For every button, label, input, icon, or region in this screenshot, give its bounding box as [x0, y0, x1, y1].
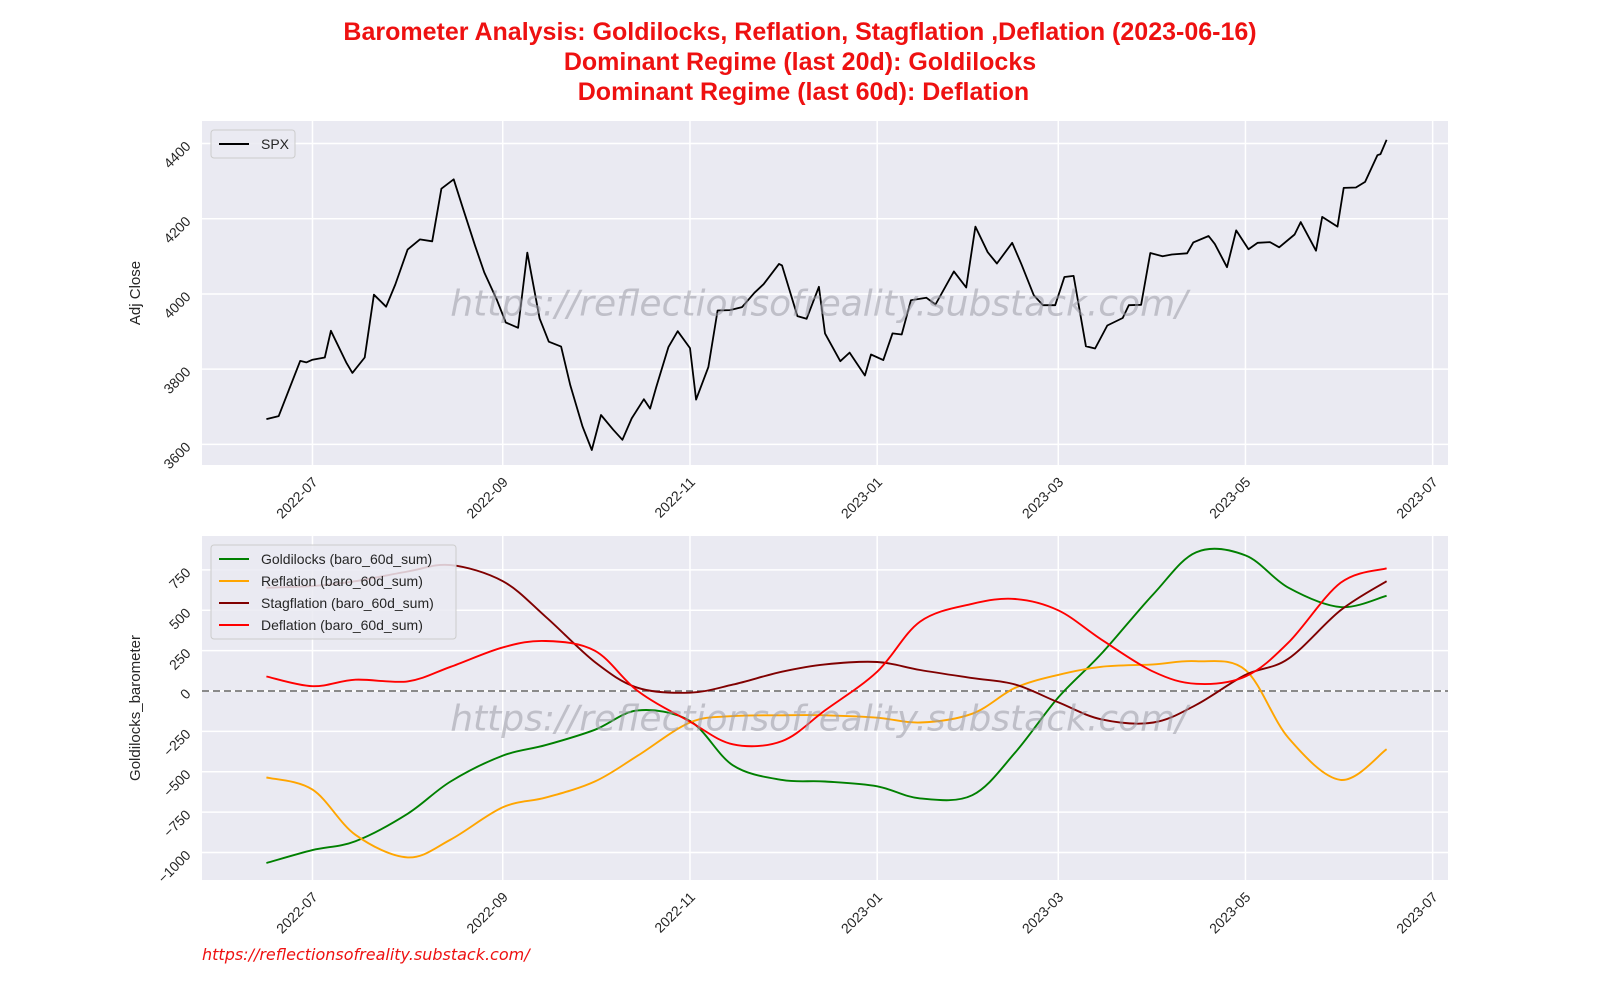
spx-price-panel: 3600 3800 4000 4200 4400 2022-07 2022-09 2022-1… — [127, 121, 1448, 521]
barometer-panel: −1000 −750 −500 −250 0 250 500 750 2022-07 2022-0… — [127, 536, 1448, 936]
x-tick-label: 2023-05 — [1206, 889, 1254, 937]
x-tick-label: 2022-09 — [463, 474, 511, 522]
x-tick-label: 2023-05 — [1206, 474, 1254, 522]
legend-entry: Stagflation (baro_60d_sum) — [261, 595, 434, 611]
legend-box — [210, 129, 296, 159]
y-axis-label: Adj Close — [127, 261, 144, 325]
watermark-text: https://reflectionsofreality.substack.co… — [450, 698, 1191, 739]
watermark-text: https://reflectionsofreality.substack.co… — [450, 283, 1191, 324]
goldilocks-series-line — [266, 547, 1387, 864]
title-line-1: Barometer Analysis: Goldilocks, Reflatio… — [343, 18, 1256, 46]
legend-box — [210, 544, 457, 640]
plot-background — [202, 121, 1448, 465]
x-tick-label: 2023-03 — [1019, 474, 1067, 522]
y-tick-label: −1000 — [155, 847, 194, 886]
y-tick-label: 500 — [166, 604, 194, 632]
reflation-series-line — [266, 660, 1388, 859]
x-tick-label: 2022-07 — [273, 474, 321, 522]
y-tick-label: 0 — [177, 685, 194, 702]
x-tick-label: 2023-07 — [1393, 889, 1441, 937]
x-tick-label: 2022-11 — [651, 889, 698, 936]
y-tick-label: 4400 — [160, 138, 193, 171]
legend-entry: Reflation (baro_60d_sum) — [261, 573, 423, 589]
y-axis-label: Goldilocks_barometer — [127, 635, 144, 781]
legend-entry: SPX — [261, 136, 290, 152]
y-tick-label: −750 — [160, 806, 194, 840]
x-tick-label: 2023-03 — [1019, 889, 1067, 937]
title-line-2: Dominant Regime (last 20d): Goldilocks — [564, 48, 1036, 76]
y-tick-label: 4200 — [160, 213, 193, 246]
x-tick-label: 2022-11 — [651, 474, 698, 521]
x-tick-label: 2022-09 — [463, 889, 511, 937]
y-tick-label: 250 — [166, 645, 194, 673]
x-tick-label: 2023-01 — [838, 889, 886, 937]
spx-series-line — [266, 139, 1388, 451]
deflation-series-line — [266, 567, 1387, 748]
y-tick-label: −250 — [160, 726, 194, 760]
title-line-3: Dominant Regime (last 60d): Deflation — [571, 78, 1029, 106]
chart-title: Barometer Analysis: Goldilocks, Reflatio… — [343, 18, 1256, 106]
x-tick-label: 2022-07 — [273, 889, 321, 937]
y-tick-label: −500 — [160, 766, 194, 800]
footer-url[interactable]: https://reflectionsofreality.substack.co… — [202, 945, 531, 964]
y-tick-label: 4000 — [160, 288, 193, 321]
legend-entry: Deflation (baro_60d_sum) — [261, 617, 423, 633]
y-tick-label: 750 — [166, 564, 194, 592]
x-tick-label: 2023-07 — [1393, 474, 1441, 522]
y-tick-label: 3600 — [160, 439, 193, 472]
x-tick-label: 2023-01 — [838, 474, 886, 522]
y-tick-label: 3800 — [160, 363, 193, 396]
legend-entry: Goldilocks (baro_60d_sum) — [261, 551, 432, 567]
